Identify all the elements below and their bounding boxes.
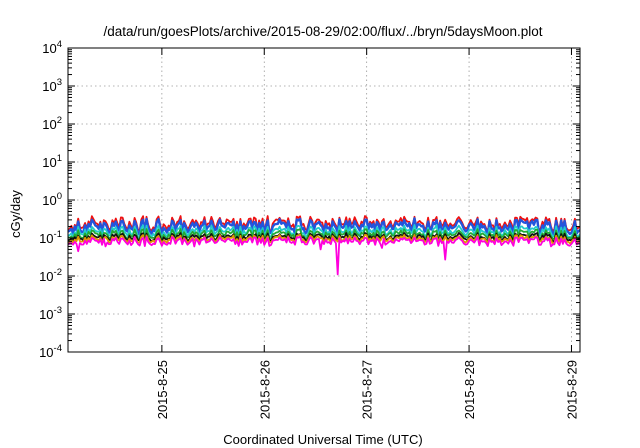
y-tick-label: 102 xyxy=(42,115,62,132)
y-tick-label: 100 xyxy=(42,191,62,208)
y-tick-label: 103 xyxy=(42,77,62,94)
series-line xyxy=(68,237,580,275)
x-tick-label: 2015-8-29 xyxy=(564,360,579,419)
x-tick-label: 2015-8-28 xyxy=(462,360,477,419)
y-axis: 10-4 10-3 10-2 10-1 100 101 102 103 104 xyxy=(39,39,580,360)
x-axis-label: Coordinated Universal Time (UTC) xyxy=(223,432,422,447)
y-tick-label: 101 xyxy=(42,153,62,170)
grid-lines xyxy=(68,48,580,352)
y-tick-label: 10-1 xyxy=(39,229,62,246)
y-tick-label: 10-2 xyxy=(39,267,62,284)
y-tick-label: 10-3 xyxy=(39,305,62,322)
x-tick-label: 2015-8-26 xyxy=(257,360,272,419)
y-tick-label: 10-4 xyxy=(39,343,62,360)
y-axis-label: cGy/day xyxy=(8,190,23,238)
y-tick-label: 104 xyxy=(42,39,62,56)
chart-title: /data/run/goesPlots/archive/2015-08-29/0… xyxy=(103,24,542,39)
series-lines xyxy=(68,216,580,274)
x-tick-label: 2015-8-25 xyxy=(155,360,170,419)
x-tick-label: 2015-8-27 xyxy=(360,360,375,419)
